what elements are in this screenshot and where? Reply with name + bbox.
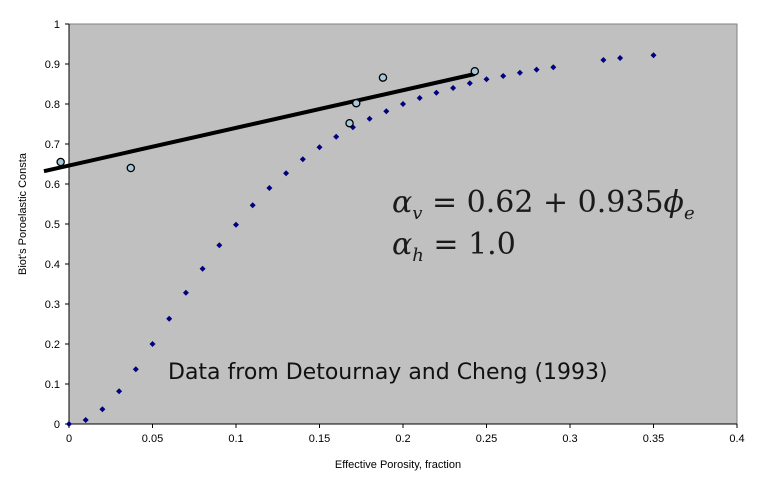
- diamond-point: [199, 265, 206, 272]
- y-tick-label: 0.7: [45, 139, 60, 151]
- y-tick-label: 0.1: [45, 379, 60, 391]
- y-tick-label: 0.5: [45, 219, 60, 231]
- circle-series: [56, 66, 480, 173]
- x-tick-label: 0.1: [228, 433, 243, 445]
- diamond-point: [550, 64, 557, 71]
- y-tick-label: 0: [54, 419, 60, 431]
- circle-point: [470, 66, 480, 76]
- diamond-point: [66, 421, 72, 427]
- diamond-series: [66, 52, 657, 427]
- x-tick-label: 0.25: [476, 433, 497, 445]
- diamond-point: [99, 406, 106, 413]
- eq-v-lhs: α: [392, 185, 412, 220]
- diamond-point: [466, 80, 473, 87]
- fit-line: [43, 72, 476, 174]
- diamond-point: [182, 289, 189, 296]
- diamond-point: [333, 133, 340, 140]
- diamond-point: [533, 66, 540, 73]
- diamond-point: [600, 57, 607, 63]
- y-tick-label: 0.2: [45, 339, 60, 351]
- equation-horizontal: αh = 1.0: [392, 227, 516, 266]
- x-tick-label: 0.3: [562, 433, 577, 445]
- circle-point: [56, 157, 65, 167]
- y-tick-label: 0.9: [45, 59, 60, 71]
- y-axis-ticks: 0 0.1 0.2 0.3 0.4 0.5 0.6 0.7 0.8 0.9 1: [45, 19, 70, 431]
- diamond-point: [249, 202, 256, 209]
- y-tick-label: 1: [54, 19, 60, 31]
- eq-h-rhs: = 1.0: [424, 227, 516, 262]
- diamond-point: [283, 170, 290, 177]
- circle-point: [378, 73, 388, 82]
- diamond-point: [132, 366, 139, 373]
- diamond-point: [299, 156, 306, 163]
- diamond-point: [149, 341, 156, 347]
- diamond-point: [400, 101, 406, 107]
- diamond-point: [383, 108, 390, 115]
- y-tick-label: 0.6: [45, 179, 60, 191]
- x-tick-label: 0.15: [309, 433, 330, 445]
- diamond-point: [450, 85, 457, 91]
- diamond-point: [266, 185, 273, 191]
- eq-v-sub: v: [412, 203, 422, 224]
- eq-v-phi-sub: e: [684, 203, 695, 224]
- diamond-point: [433, 89, 440, 96]
- diamond-point: [483, 76, 490, 83]
- x-tick-label: 0.2: [395, 433, 410, 445]
- y-tick-label: 0.8: [45, 99, 60, 111]
- x-tick-label: 0.05: [142, 433, 163, 445]
- x-tick-label: 0: [66, 433, 72, 445]
- y-tick-label: 0.3: [45, 299, 60, 311]
- diamond-point: [216, 242, 223, 249]
- x-tick-label: 0.35: [643, 433, 664, 445]
- eq-v-phi: ϕ: [664, 185, 684, 220]
- diamond-point: [516, 69, 523, 76]
- x-axis-title: Effective Porosity, fraction: [335, 459, 461, 471]
- diamond-point: [416, 95, 423, 101]
- diamond-point: [166, 315, 173, 322]
- x-tick-label: 0.4: [729, 433, 744, 445]
- eq-v-rhs: = 0.62 + 0.935: [422, 185, 663, 220]
- eq-h-lhs: α: [392, 227, 412, 262]
- diamond-point: [650, 52, 657, 59]
- equation-vertical: αv = 0.62 + 0.935ϕe: [392, 185, 695, 224]
- circle-point: [345, 118, 354, 128]
- diamond-point: [617, 55, 624, 61]
- diamond-point: [233, 221, 239, 228]
- circle-point: [126, 163, 136, 173]
- diamond-point: [82, 417, 89, 423]
- eq-h-sub: h: [412, 245, 424, 266]
- diamond-point: [116, 388, 123, 395]
- diamond-point: [316, 144, 323, 151]
- y-tick-label: 0.4: [45, 259, 60, 271]
- source-annotation: Data from Detournay and Cheng (1993): [168, 360, 608, 385]
- diamond-point: [500, 73, 507, 79]
- y-axis-title: Biot's Poroelastic Consta: [17, 152, 29, 275]
- x-axis-ticks: 0 0.05 0.1 0.15 0.2 0.25 0.3 0.35 0.4: [66, 423, 745, 445]
- circle-point: [351, 98, 361, 108]
- diamond-point: [366, 115, 373, 122]
